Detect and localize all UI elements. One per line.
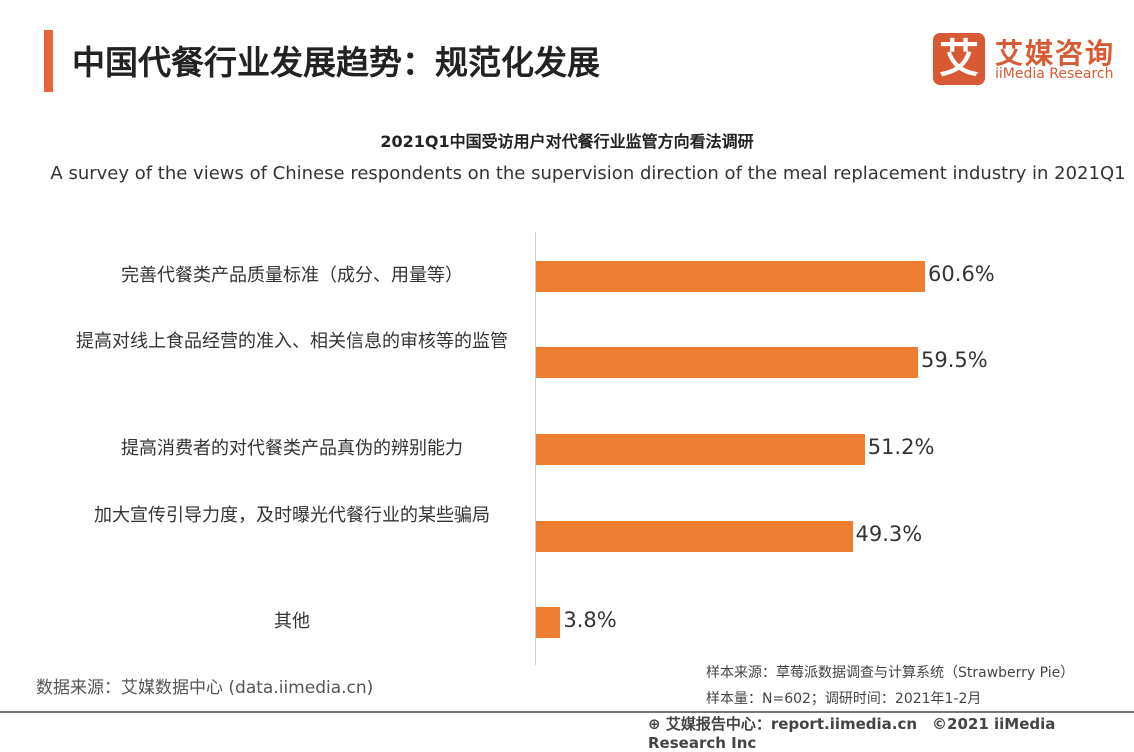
category-label: 加大宣传引导力度，及时曝光代餐行业的某些骗局 — [94, 505, 490, 526]
data-source: 数据来源：艾媒数据中心 (data.iimedia.cn) — [36, 678, 374, 698]
sample-size: 样本量：N=602；调研时间：2021年1-2月 — [706, 691, 982, 707]
page-title: 中国代餐行业发展趋势：规范化发展 — [72, 43, 600, 82]
bar — [536, 521, 853, 552]
data-label: 51.2% — [867, 435, 935, 459]
bar — [536, 347, 918, 378]
data-label: 60.6% — [928, 262, 995, 286]
chart-title: 2021Q1中国受访用户对代餐行业监管方向看法调研 — [380, 132, 754, 151]
chart-subtitle: A survey of the views of Chinese respond… — [50, 163, 1126, 184]
report-text: 艾媒报告中心：report.iimedia.cn ©2021 iiMedia R… — [648, 715, 1056, 752]
category-label: 提高对线上食品经营的准入、相关信息的审核等的监管 — [76, 331, 508, 352]
globe-icon: ⊕ — [648, 715, 661, 733]
data-label: 3.8% — [563, 608, 617, 632]
bar — [536, 434, 865, 465]
category-label: 完善代餐类产品质量标准（成分、用量等） — [121, 265, 463, 286]
title-accent-bar — [44, 30, 53, 92]
y-axis-line — [535, 232, 536, 665]
logo-en: iiMedia Research — [995, 66, 1114, 82]
bar — [536, 607, 561, 638]
footer-report: ⊕ 艾媒报告中心：report.iimedia.cn ©2021 iiMedia… — [648, 713, 1134, 752]
category-label: 提高消费者的对代餐类产品真伪的辨别能力 — [121, 438, 463, 459]
data-label: 49.3% — [855, 522, 923, 546]
data-label: 59.5% — [920, 348, 988, 372]
footer-divider — [0, 711, 1134, 713]
sample-source: 样本来源：草莓派数据调查与计算系统（Strawberry Pie） — [706, 665, 1075, 681]
logo-mark: 艾 — [933, 33, 985, 85]
logo-cn: 艾媒咨询 — [995, 37, 1116, 70]
bar — [536, 261, 926, 292]
category-label: 其他 — [274, 611, 310, 632]
